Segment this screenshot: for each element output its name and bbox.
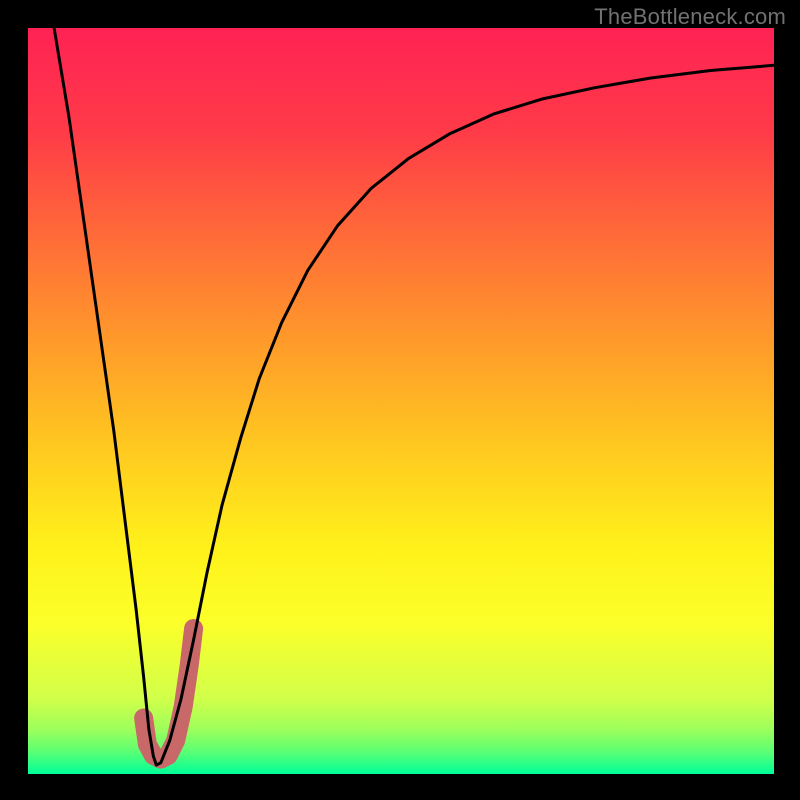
main-curve-path [54, 28, 774, 765]
watermark-text: TheBottleneck.com [594, 4, 786, 30]
plot-area [28, 28, 774, 774]
plot-curves [28, 28, 774, 774]
